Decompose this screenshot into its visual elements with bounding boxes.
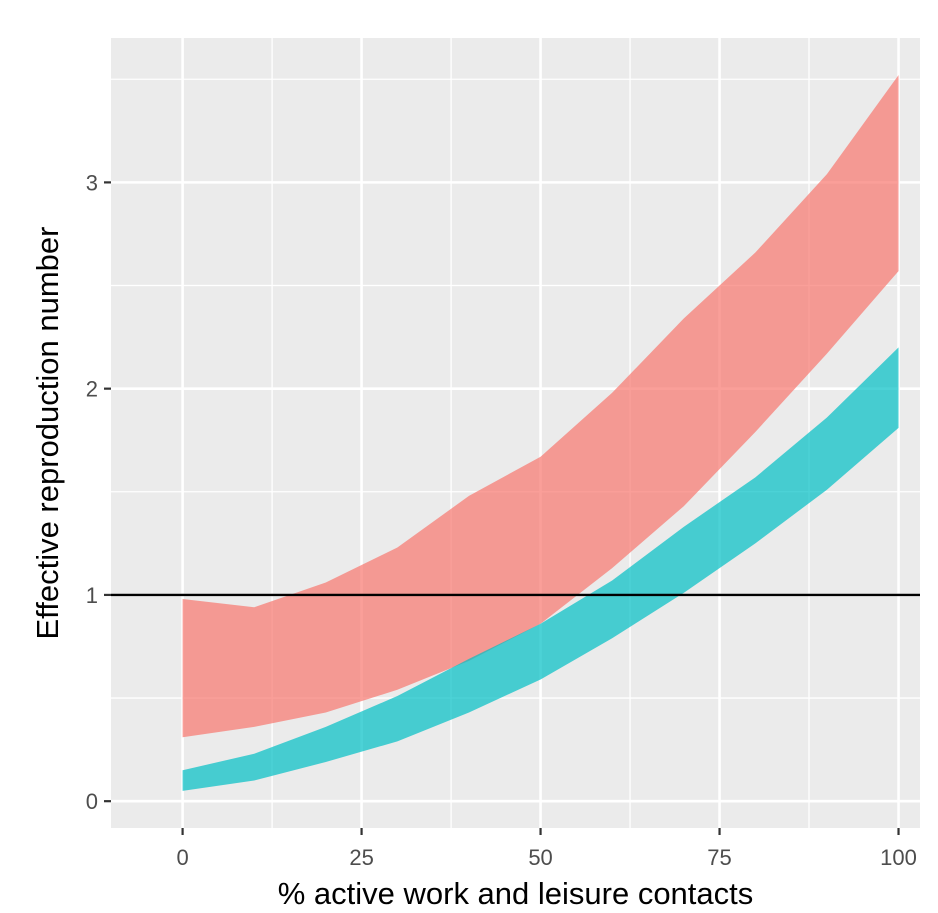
ribbon-bands xyxy=(182,75,899,791)
y-tick-label: 3 xyxy=(86,170,98,195)
x-tick-label: 0 xyxy=(176,845,188,870)
y-axis: 0 1 2 3 xyxy=(86,170,111,814)
x-tick-label: 75 xyxy=(707,845,731,870)
x-axis: 0 25 50 75 100 xyxy=(176,828,917,870)
y-axis-title: Effective reproduction number xyxy=(30,227,65,640)
x-tick-label: 25 xyxy=(349,845,373,870)
x-tick-label: 50 xyxy=(528,845,552,870)
ribbon-band-1 xyxy=(182,75,899,738)
x-tick-label: 100 xyxy=(880,845,917,870)
y-tick-label: 2 xyxy=(86,377,98,402)
x-axis-title: % active work and leisure contacts xyxy=(278,876,754,911)
y-tick-label: 0 xyxy=(86,789,98,814)
y-tick-label: 1 xyxy=(86,583,98,608)
